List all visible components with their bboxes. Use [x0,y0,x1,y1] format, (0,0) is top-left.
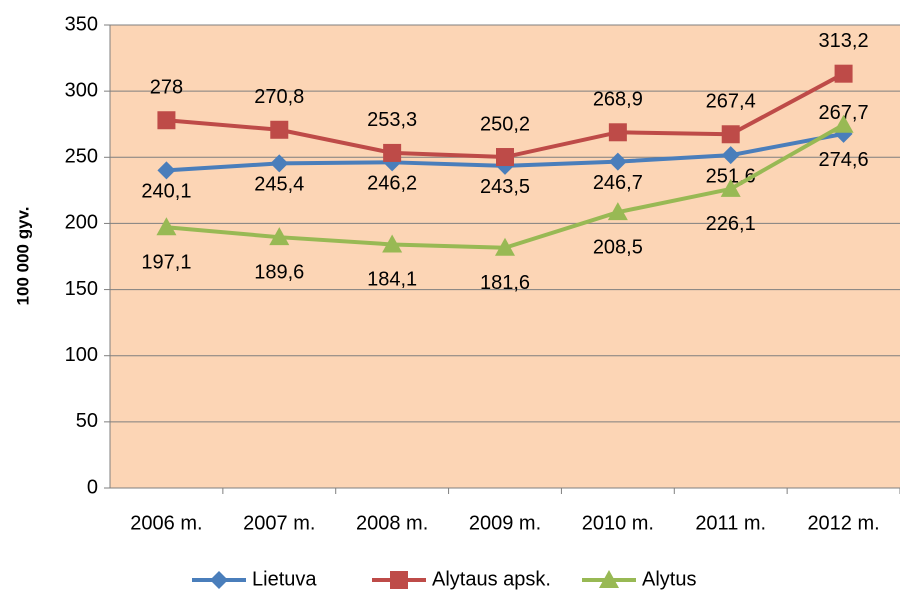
data-point [157,161,176,180]
data-point [270,120,289,139]
legend-label: Lietuva [252,568,317,590]
data-point [607,202,628,221]
y-tick-label: 0 [87,476,98,498]
data-point [608,152,627,171]
x-tick-label: 2012 m. [807,512,879,534]
data-label: 250,2 [480,113,530,135]
data-label: 245,4 [254,174,304,196]
data-point [721,125,740,144]
data-label: 278 [150,77,183,99]
y-tick-label: 300 [65,79,98,101]
legend-marker [210,571,228,589]
data-point [833,114,854,133]
data-label: 246,2 [367,173,417,195]
data-label: 246,7 [593,172,643,194]
data-label: 243,5 [480,176,530,198]
data-point [382,234,403,253]
data-label: 208,5 [593,236,643,258]
y-tick-label: 50 [76,410,98,432]
data-label: 181,6 [480,272,530,294]
data-label: 270,8 [254,86,304,108]
data-point [720,178,741,197]
data-point [270,154,289,173]
x-tick-label: 2009 m. [469,512,541,534]
legend-marker [390,571,408,589]
data-label: 240,1 [141,181,191,203]
data-point [496,148,514,167]
plot-area [110,25,900,488]
data-label: 268,9 [593,89,643,111]
y-tick-label: 250 [65,146,98,168]
data-label: 267,7 [819,102,869,124]
data-label: 184,1 [367,269,417,291]
data-point [834,64,853,83]
y-tick-label: 200 [65,212,98,234]
x-tick-label: 2006 m. [130,512,202,534]
y-tick-label: 150 [65,278,98,300]
data-label: 253,3 [367,109,417,131]
legend-label: Alytus [642,568,696,590]
data-point [269,227,290,246]
data-label: 274,6 [819,149,869,171]
data-point [495,237,515,256]
data-point [156,217,177,236]
data-label: 226,1 [706,213,756,235]
data-label: 313,2 [819,30,869,52]
data-point [608,123,627,142]
x-tick-label: 2008 m. [356,512,428,534]
x-tick-label: 2011 m. [695,512,766,534]
x-tick-label: 2007 m. [243,512,315,534]
legend-label: Alytaus apsk. [432,568,551,590]
data-label: 267,4 [706,91,756,113]
data-point [383,143,402,162]
data-label: 197,1 [141,252,191,274]
y-tick-label: 100 [65,344,98,366]
data-point [157,111,176,130]
y-tick-label: 350 [65,13,98,35]
x-tick-label: 2010 m. [582,512,654,534]
y-axis-label: 100 000 gyv. [13,207,32,306]
data-label: 189,6 [254,261,304,283]
legend-marker [599,570,619,588]
data-point [721,146,740,165]
